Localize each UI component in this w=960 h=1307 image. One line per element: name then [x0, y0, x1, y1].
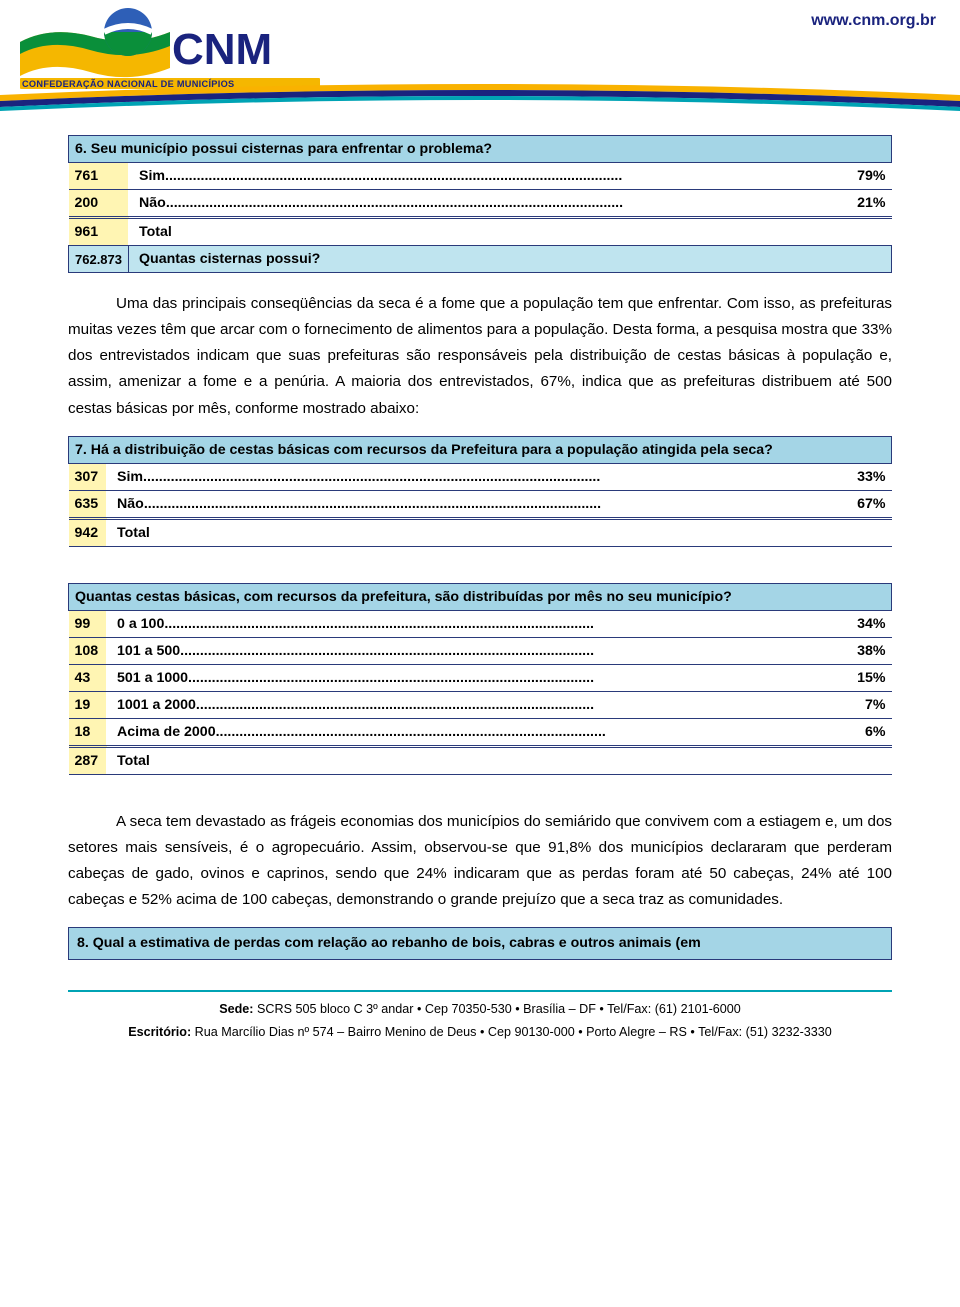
- cestas-row-1-label: 101 a 500...............................…: [107, 637, 832, 664]
- cestas-row-2-pct: 15%: [832, 664, 892, 691]
- q6-title-row: 6. Seu município possui cisternas para e…: [69, 136, 892, 163]
- q7-row-1: 635 Não.................................…: [69, 490, 892, 518]
- q6-title: 6. Seu município possui cisternas para e…: [69, 136, 892, 163]
- q6-row-0: 761 Sim.................................…: [69, 163, 892, 190]
- cestas-row-0-n: 99: [69, 610, 107, 637]
- q6-row-1-n: 200: [69, 190, 129, 218]
- cestas-row-2: 43 501 a 1000...........................…: [69, 664, 892, 691]
- q6-row-0-pct: 79%: [832, 163, 892, 190]
- cestas-table: Quantas cestas básicas, com recursos da …: [68, 583, 892, 775]
- cestas-title: Quantas cestas básicas, com recursos da …: [69, 583, 892, 610]
- cestas-row-1: 108 101 a 500...........................…: [69, 637, 892, 664]
- cestas-row-2-label: 501 a 1000..............................…: [107, 664, 832, 691]
- page-footer: Sede: SCRS 505 bloco C 3º andar • Cep 70…: [0, 998, 960, 1049]
- footer-divider: [68, 990, 892, 992]
- q6-sub-n: 762.873: [69, 246, 129, 273]
- footer-line-1: Sede: SCRS 505 bloco C 3º andar • Cep 70…: [40, 998, 920, 1021]
- q7-row-0-n: 307: [69, 463, 107, 490]
- cestas-row-1-n: 108: [69, 637, 107, 664]
- cestas-row-4-pct: 6%: [832, 718, 892, 746]
- paragraph-2: A seca tem devastado as frágeis economia…: [68, 809, 892, 914]
- header-swoosh: [0, 81, 960, 115]
- page-header: www.cnm.org.br CNM CONFEDERAÇÃO NACIONAL…: [0, 0, 960, 115]
- q7-total-row: 942 Total: [69, 518, 892, 546]
- cestas-row-4-label: Acima de 2000...........................…: [107, 718, 832, 746]
- q7-row-0-label: Sim.....................................…: [107, 463, 832, 490]
- q7-row-0: 307 Sim.................................…: [69, 463, 892, 490]
- q7-row-1-n: 635: [69, 490, 107, 518]
- q6-row-0-label: Sim.....................................…: [129, 163, 832, 190]
- cestas-total-row: 287 Total: [69, 746, 892, 774]
- q7-title: 7. Há a distribuição de cestas básicas c…: [69, 436, 892, 463]
- q7-row-0-pct: 33%: [832, 463, 892, 490]
- cestas-row-3: 19 1001 a 2000..........................…: [69, 691, 892, 718]
- footer-line-2: Escritório: Rua Marcílio Dias nº 574 – B…: [40, 1021, 920, 1044]
- cestas-row-3-pct: 7%: [832, 691, 892, 718]
- q6-row-1: 200 Não.................................…: [69, 190, 892, 218]
- cestas-total-n: 287: [69, 746, 107, 774]
- cestas-total-label: Total: [107, 746, 892, 774]
- q7-row-1-pct: 67%: [832, 490, 892, 518]
- logo-text: CNM: [172, 25, 272, 74]
- q6-row-1-pct: 21%: [832, 190, 892, 218]
- cestas-row-2-n: 43: [69, 664, 107, 691]
- cestas-row-1-pct: 38%: [832, 637, 892, 664]
- q7-table: 7. Há a distribuição de cestas básicas c…: [68, 436, 892, 547]
- q6-row-1-label: Não.....................................…: [129, 190, 832, 218]
- q7-row-1-label: Não.....................................…: [107, 490, 832, 518]
- q6-row-0-n: 761: [69, 163, 129, 190]
- q7-total-n: 942: [69, 518, 107, 546]
- cestas-row-4-n: 18: [69, 718, 107, 746]
- q6-total-row: 961 Total: [69, 218, 892, 246]
- cestas-row-0-label: 0 a 100.................................…: [107, 610, 832, 637]
- cestas-row-3-n: 19: [69, 691, 107, 718]
- cestas-title-row: Quantas cestas básicas, com recursos da …: [69, 583, 892, 610]
- cestas-row-3-label: 1001 a 2000.............................…: [107, 691, 832, 718]
- q6-total-n: 961: [69, 218, 129, 246]
- q6-sub-row: 762.873 Quantas cisternas possui?: [69, 246, 892, 273]
- cestas-row-0-pct: 34%: [832, 610, 892, 637]
- website-url: www.cnm.org.br: [811, 12, 936, 30]
- q6-sub-label: Quantas cisternas possui?: [129, 246, 892, 273]
- q7-total-label: Total: [107, 518, 892, 546]
- paragraph-1: Uma das principais conseqüências da seca…: [68, 291, 892, 422]
- q6-table: 6. Seu município possui cisternas para e…: [68, 135, 892, 273]
- main-content: 6. Seu município possui cisternas para e…: [0, 115, 960, 970]
- cestas-row-0: 99 0 a 100..............................…: [69, 610, 892, 637]
- q8-title-box: 8. Qual a estimativa de perdas com relaç…: [68, 927, 892, 960]
- q6-total-label: Total: [129, 218, 892, 246]
- cestas-row-4: 18 Acima de 2000........................…: [69, 718, 892, 746]
- q7-title-row: 7. Há a distribuição de cestas básicas c…: [69, 436, 892, 463]
